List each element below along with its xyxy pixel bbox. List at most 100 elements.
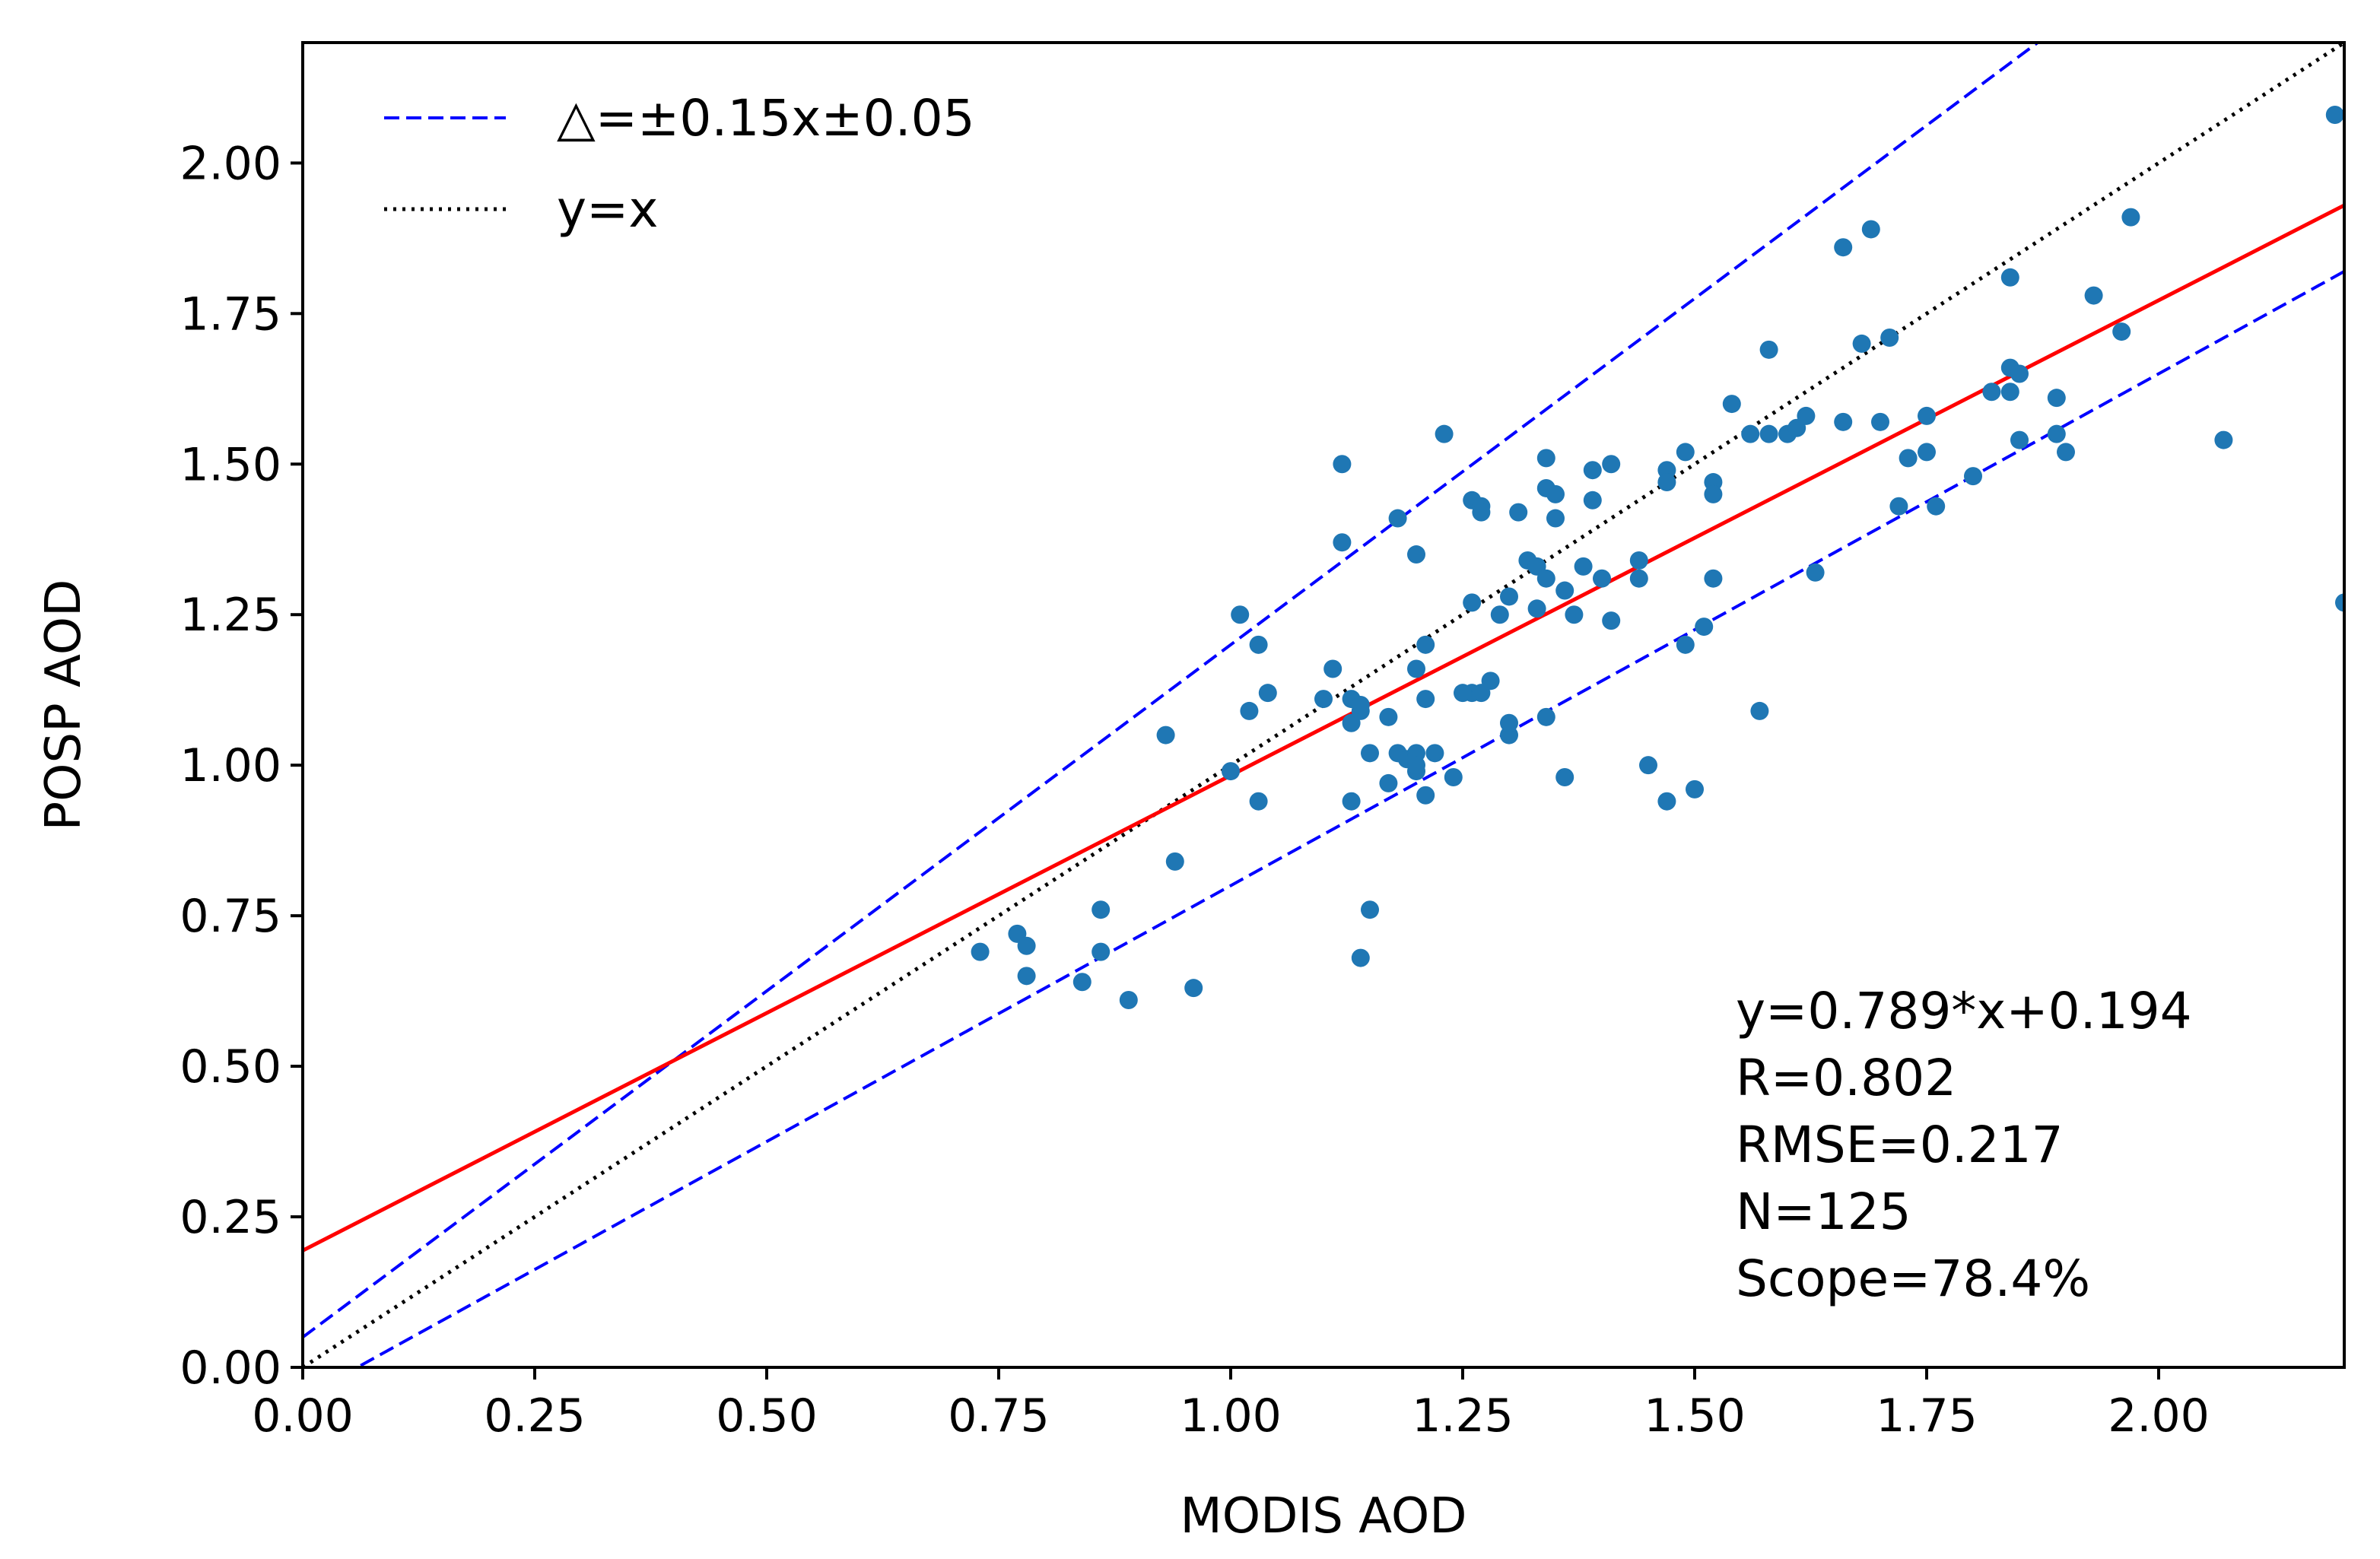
data-point: [1583, 491, 1602, 510]
data-point: [1555, 581, 1574, 600]
data-point: [2084, 286, 2103, 305]
data-point: [1091, 942, 1111, 961]
data-point: [1323, 659, 1343, 678]
y-axis-ticks: 0.00 0.25 0.50 0.75 1.00 1.25 1.50 1.75 2.00: [180, 137, 303, 1395]
data-point: [1240, 701, 1259, 720]
data-point: [1314, 690, 1333, 709]
data-point: [1091, 900, 1111, 919]
x-tick-label: 2.00: [2108, 1389, 2210, 1443]
envelope-upper-line: [303, 43, 2041, 1339]
data-point: [1918, 406, 1936, 425]
data-point: [2057, 443, 2075, 462]
data-point: [1425, 744, 1444, 763]
data-point: [1759, 340, 1778, 359]
fit-equation: y=0.789*x+0.194: [1736, 982, 2192, 1040]
data-point: [1704, 484, 1723, 503]
data-point: [1918, 443, 1936, 462]
regression-line: [303, 203, 2344, 1253]
x-tick-label: 1.50: [1644, 1389, 1746, 1443]
rmse-value: RMSE=0.217: [1736, 1116, 2064, 1174]
data-point: [2000, 268, 2019, 287]
data-point: [1351, 948, 1370, 967]
data-point: [1527, 599, 1546, 618]
data-point: [1407, 545, 1425, 564]
data-point: [1444, 768, 1463, 787]
data-point: [1676, 443, 1695, 462]
x-tick-label: 0.00: [252, 1389, 354, 1443]
data-point: [1379, 707, 1398, 726]
data-point: [1490, 605, 1509, 624]
y-tick-label: 1.75: [180, 287, 281, 341]
data-point: [1361, 744, 1379, 763]
data-point: [1927, 497, 1946, 516]
data-point: [1583, 461, 1602, 480]
data-point: [1017, 967, 1036, 986]
data-point: [1722, 395, 1741, 414]
data-point: [1184, 979, 1203, 998]
data-point: [1258, 684, 1277, 703]
data-point: [1861, 220, 1880, 239]
data-point: [1797, 406, 1816, 425]
data-point: [1463, 593, 1482, 612]
x-tick-label: 0.75: [948, 1389, 1050, 1443]
data-point: [1629, 551, 1648, 570]
y-tick-label: 1.00: [180, 739, 281, 792]
data-point: [1017, 936, 1036, 955]
data-point: [1834, 238, 1853, 257]
data-point: [1472, 503, 1491, 522]
envelope-lower-line: [354, 270, 2344, 1367]
x-axis-label: MODIS AOD: [1180, 1488, 1466, 1545]
data-point: [2047, 389, 2066, 408]
data-point: [1416, 690, 1435, 709]
data-point: [1546, 509, 1565, 528]
x-tick-label: 1.25: [1412, 1389, 1514, 1443]
y-tick-label: 2.00: [180, 137, 281, 190]
data-point: [1704, 569, 1723, 588]
data-point: [1602, 455, 1621, 474]
scope-percent: Scope=78.4%: [1736, 1249, 2090, 1308]
legend: △=±0.15x±0.05 y=x: [384, 89, 975, 239]
y-tick-label: 0.25: [180, 1191, 281, 1244]
x-tick-label: 1.00: [1180, 1389, 1282, 1443]
data-point: [1657, 792, 1676, 811]
sample-count: N=125: [1736, 1183, 1911, 1241]
data-point: [1565, 605, 1584, 624]
data-point: [1500, 713, 1518, 732]
data-point: [1593, 569, 1611, 588]
data-point: [1351, 696, 1370, 714]
data-point: [1536, 569, 1555, 588]
data-point: [971, 942, 990, 961]
data-point: [1889, 497, 1908, 516]
data-point: [2000, 383, 2019, 402]
data-point: [1750, 701, 1769, 720]
data-point: [1156, 726, 1175, 745]
data-point: [1407, 756, 1425, 775]
data-point: [1871, 412, 1889, 431]
data-point: [1249, 792, 1268, 811]
data-point: [1695, 618, 1714, 637]
data-point: [1333, 533, 1352, 552]
data-point: [1880, 328, 1899, 347]
data-point: [1536, 449, 1555, 468]
data-point: [1899, 449, 1918, 468]
x-tick-label: 0.50: [716, 1389, 818, 1443]
data-point: [1555, 768, 1574, 787]
data-point: [1964, 467, 1982, 486]
y-tick-label: 0.75: [180, 890, 281, 943]
data-point: [1741, 424, 1760, 443]
data-point: [1435, 424, 1454, 443]
x-tick-label: 0.25: [484, 1389, 586, 1443]
data-point: [2010, 430, 2029, 449]
correlation-r: R=0.802: [1736, 1049, 1956, 1107]
plot-frame: [301, 41, 2346, 1369]
data-point: [1509, 503, 1528, 522]
data-point: [1379, 773, 1398, 792]
y-axis-label: POSP AOD: [36, 579, 92, 831]
data-point: [1416, 635, 1435, 654]
data-point: [1852, 334, 1871, 353]
data-point: [1407, 659, 1425, 678]
data-point: [2121, 208, 2140, 227]
data-point: [1342, 792, 1361, 811]
x-tick-label: 1.75: [1876, 1389, 1978, 1443]
data-point: [2010, 364, 2029, 383]
